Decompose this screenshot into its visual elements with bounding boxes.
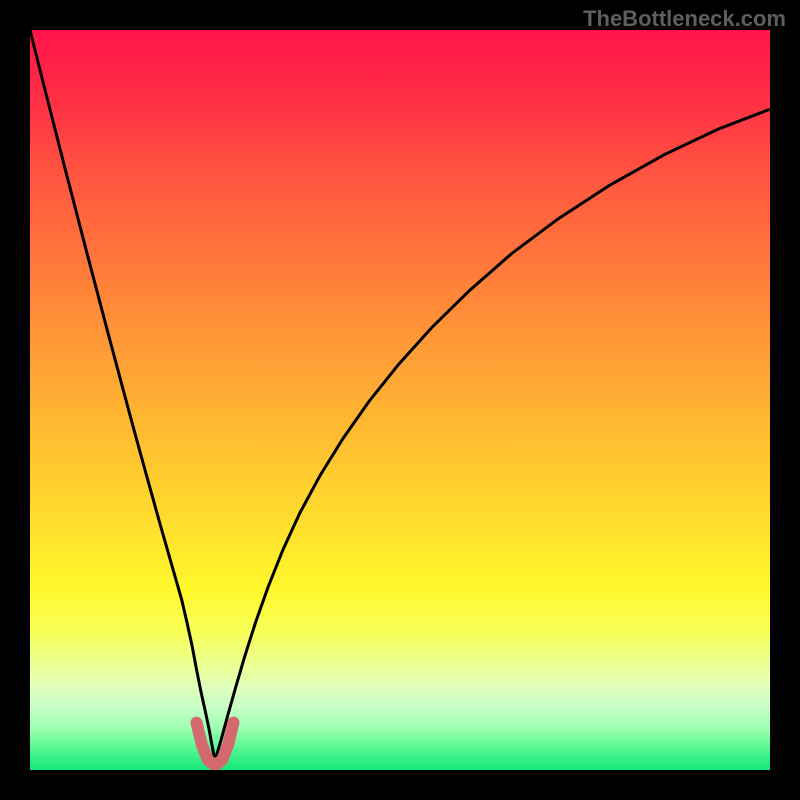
watermark-text: TheBottleneck.com	[583, 6, 786, 32]
bottom-marker	[197, 723, 234, 766]
right-curve	[215, 109, 770, 760]
curve-overlay	[30, 30, 770, 770]
plot-area	[30, 30, 770, 770]
left-curve	[30, 30, 215, 760]
